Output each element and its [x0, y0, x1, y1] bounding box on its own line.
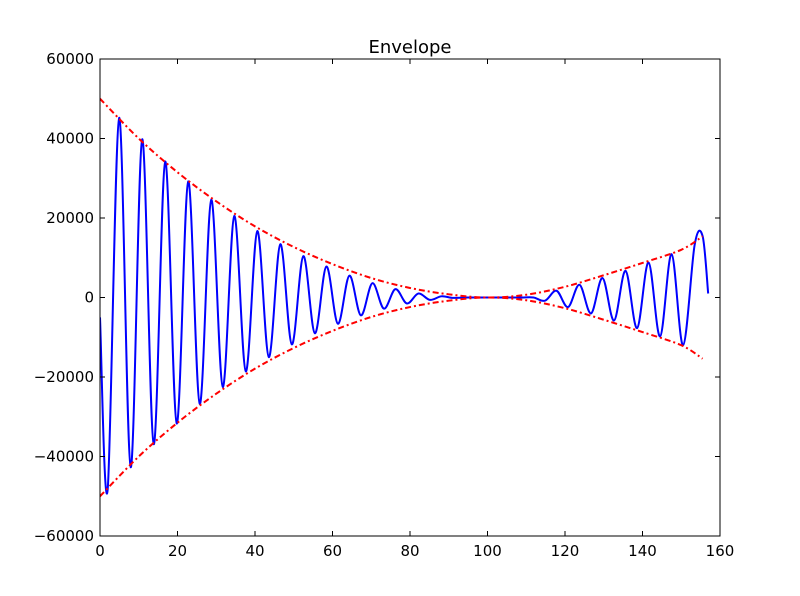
- x-tick-label: 160: [706, 542, 735, 560]
- x-tick-label: 40: [245, 542, 264, 560]
- y-tick-label: 40000: [46, 130, 94, 148]
- chart-title: Envelope: [368, 37, 451, 58]
- x-tick-label: 100: [473, 542, 502, 560]
- lower-envelope-line: [100, 296, 704, 497]
- y-tick-label: 20000: [46, 209, 94, 227]
- y-tick-label: −40000: [34, 448, 94, 466]
- y-tick-label: −60000: [34, 527, 94, 545]
- y-tick-label: 0: [84, 289, 94, 307]
- x-tick-label: 120: [551, 542, 580, 560]
- x-tick-label: 80: [400, 542, 419, 560]
- plot-area: [100, 98, 710, 497]
- y-tick-labels: 60000 40000 20000 0 −20000 −40000 −60000: [34, 50, 94, 545]
- x-tick-label: 140: [628, 542, 657, 560]
- x-tick-labels: 0 20 40 60 80 100 120 140 160: [95, 542, 734, 560]
- x-tick-label: 0: [95, 542, 105, 560]
- plot-frame: [99, 58, 721, 537]
- upper-envelope-line: [100, 98, 704, 299]
- y-tick-label: −20000: [34, 368, 94, 386]
- y-tick-label: 60000: [46, 50, 94, 68]
- x-tick-label: 20: [168, 542, 187, 560]
- x-tick-label: 60: [323, 542, 342, 560]
- signal-line: [100, 116, 710, 495]
